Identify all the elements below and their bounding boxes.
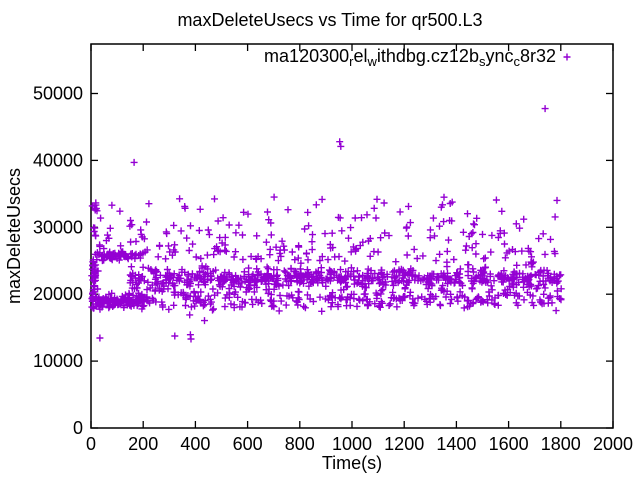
legend-segment: ma120300 bbox=[264, 46, 349, 66]
y-tick-label: 30000 bbox=[33, 217, 83, 237]
y-axis-label: maxDeleteUsecs bbox=[4, 168, 24, 304]
chart-title: maxDeleteUsecs vs Time for qr500.L3 bbox=[177, 10, 482, 30]
x-tick-label: 800 bbox=[285, 434, 315, 454]
y-axis-tick-labels: 0 10000 20000 30000 40000 50000 bbox=[33, 84, 83, 438]
x-tick-label: 1600 bbox=[489, 434, 529, 454]
legend-segment: 8r32 bbox=[520, 46, 556, 66]
legend-segment: ync bbox=[485, 46, 513, 66]
legend-marker-plus-icon bbox=[563, 53, 571, 61]
legend-subscript: r bbox=[349, 54, 354, 69]
x-tick-label: 200 bbox=[128, 434, 158, 454]
y-tick-label: 0 bbox=[73, 418, 83, 438]
legend-subscript: w bbox=[366, 54, 377, 69]
y-tick-label: 50000 bbox=[33, 84, 83, 104]
x-tick-label: 2000 bbox=[593, 434, 633, 454]
plot-frame bbox=[90, 43, 614, 429]
x-tick-label: 1800 bbox=[541, 434, 581, 454]
y-tick-label: 20000 bbox=[33, 284, 83, 304]
legend-label: ma120300relwithdbg.cz12bsyncc8r32 bbox=[264, 46, 556, 69]
x-tick-label: 1200 bbox=[384, 434, 424, 454]
y-tick-label: 40000 bbox=[33, 150, 83, 170]
legend-segment: el bbox=[353, 46, 367, 66]
x-tick-label: 600 bbox=[233, 434, 263, 454]
x-axis-tick-labels: 0 200 400 600 800 1000 1200 1400 1600 1800 2000 bbox=[86, 434, 633, 454]
x-tick-label: 400 bbox=[180, 434, 210, 454]
x-tick-label: 0 bbox=[86, 434, 96, 454]
legend-subscript: c bbox=[513, 54, 520, 69]
y-tick-label: 10000 bbox=[33, 351, 83, 371]
x-tick-label: 1400 bbox=[436, 434, 476, 454]
data-points bbox=[88, 105, 565, 343]
x-axis-label: Time(s) bbox=[322, 453, 382, 473]
legend-subscript: s bbox=[479, 54, 486, 69]
axis-ticks bbox=[90, 44, 614, 429]
x-tick-label: 1000 bbox=[332, 434, 372, 454]
legend-segment: ithdbg.cz12b bbox=[377, 46, 479, 66]
